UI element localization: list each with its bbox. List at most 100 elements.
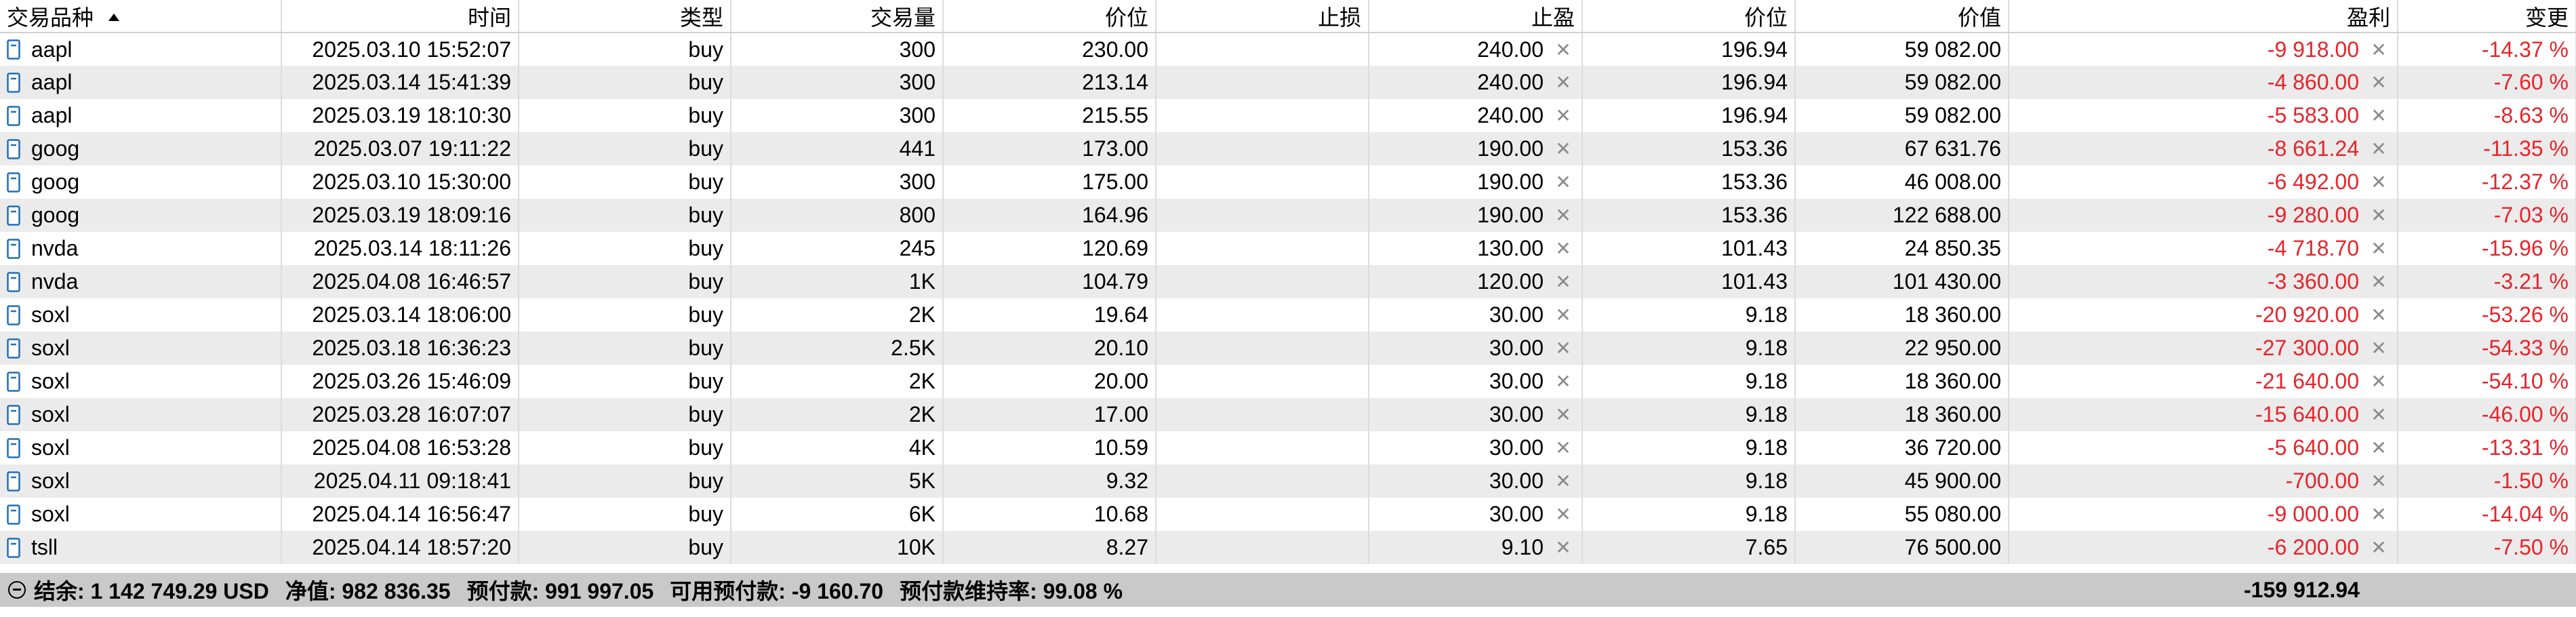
table-row[interactable]: aapl 2025.03.10 15:52:07 buy 300 230.00 240.0… bbox=[0, 33, 2576, 66]
close-icon[interactable]: ✕ bbox=[2371, 471, 2387, 492]
cell-stop-loss[interactable] bbox=[1156, 33, 1369, 66]
close-icon[interactable]: ✕ bbox=[1555, 72, 1571, 93]
table-row[interactable]: aapl 2025.03.19 18:10:30 buy 300 215.55 240.0… bbox=[0, 99, 2576, 132]
symbol-text: soxl bbox=[31, 469, 70, 493]
close-icon[interactable]: ✕ bbox=[1555, 504, 1571, 525]
close-icon[interactable]: ✕ bbox=[2371, 371, 2387, 392]
close-icon[interactable]: ✕ bbox=[2371, 39, 2387, 60]
cell-stop-loss[interactable] bbox=[1156, 66, 1369, 99]
cell-take-profit[interactable]: 120.00 ✕ bbox=[1369, 265, 1583, 298]
cell-take-profit[interactable]: 190.00 ✕ bbox=[1369, 199, 1583, 232]
cell-take-profit[interactable]: 30.00 ✕ bbox=[1369, 365, 1583, 398]
cell-take-profit[interactable]: 190.00 ✕ bbox=[1369, 132, 1583, 165]
cell-stop-loss[interactable] bbox=[1156, 232, 1369, 265]
cell-take-profit[interactable]: 130.00 ✕ bbox=[1369, 232, 1583, 265]
cell-stop-loss[interactable] bbox=[1156, 431, 1369, 464]
close-icon[interactable]: ✕ bbox=[2371, 271, 2387, 292]
collapse-circle-icon[interactable] bbox=[8, 581, 26, 599]
cell-value: 59 082.00 bbox=[1795, 66, 2009, 99]
close-icon[interactable]: ✕ bbox=[2371, 72, 2387, 93]
table-row[interactable]: goog 2025.03.19 18:09:16 buy 800 164.96 190.0… bbox=[0, 199, 2576, 232]
column-header-price[interactable]: 价位 bbox=[943, 0, 1156, 33]
close-icon[interactable]: ✕ bbox=[2371, 105, 2387, 126]
table-row[interactable]: nvda 2025.03.14 18:11:26 buy 245 120.69 130.0… bbox=[0, 232, 2576, 265]
cell-take-profit[interactable]: 30.00 ✕ bbox=[1369, 332, 1583, 365]
cell-take-profit[interactable]: 30.00 ✕ bbox=[1369, 498, 1583, 531]
cell-volume: 6K bbox=[731, 498, 944, 531]
table-row[interactable]: soxl 2025.04.11 09:18:41 buy 5K 9.32 30.00 ✕ 9.… bbox=[0, 464, 2576, 498]
cell-type: buy bbox=[519, 165, 731, 199]
column-header-type[interactable]: 类型 bbox=[519, 0, 731, 33]
close-icon[interactable]: ✕ bbox=[2371, 304, 2387, 325]
cell-stop-loss[interactable] bbox=[1156, 332, 1369, 365]
table-row[interactable]: goog 2025.03.10 15:30:00 buy 300 175.00 190.0… bbox=[0, 165, 2576, 199]
profit-value: -8 661.24 bbox=[2267, 136, 2359, 161]
cell-take-profit[interactable]: 240.00 ✕ bbox=[1369, 33, 1583, 66]
table-row[interactable]: soxl 2025.04.08 16:53:28 buy 4K 10.59 30.00 ✕ 9… bbox=[0, 431, 2576, 464]
column-header-time[interactable]: 时间 bbox=[281, 0, 519, 33]
cell-stop-loss[interactable] bbox=[1156, 365, 1369, 398]
column-header-current-price[interactable]: 价位 bbox=[1582, 0, 1796, 33]
close-icon[interactable]: ✕ bbox=[1555, 537, 1571, 558]
close-icon[interactable]: ✕ bbox=[1555, 238, 1571, 259]
cell-stop-loss[interactable] bbox=[1156, 464, 1369, 498]
close-icon[interactable]: ✕ bbox=[1555, 205, 1571, 226]
cell-volume: 441 bbox=[731, 132, 944, 165]
cell-stop-loss[interactable] bbox=[1156, 531, 1369, 564]
close-icon[interactable]: ✕ bbox=[1555, 105, 1571, 126]
close-icon[interactable]: ✕ bbox=[1555, 39, 1571, 60]
table-row[interactable]: nvda 2025.04.08 16:46:57 buy 1K 104.79 120.00… bbox=[0, 265, 2576, 298]
cell-take-profit[interactable]: 30.00 ✕ bbox=[1369, 398, 1583, 431]
cell-stop-loss[interactable] bbox=[1156, 165, 1369, 199]
close-icon[interactable]: ✕ bbox=[1555, 371, 1571, 392]
column-header-profit[interactable]: 盈利 bbox=[2009, 0, 2398, 33]
table-row[interactable]: goog 2025.03.07 19:11:22 buy 441 173.00 190.0… bbox=[0, 132, 2576, 165]
close-icon[interactable]: ✕ bbox=[1555, 404, 1571, 425]
take-profit-value: 30.00 bbox=[1489, 502, 1544, 526]
close-icon[interactable]: ✕ bbox=[2371, 172, 2387, 193]
cell-take-profit[interactable]: 30.00 ✕ bbox=[1369, 464, 1583, 498]
cell-stop-loss[interactable] bbox=[1156, 99, 1369, 132]
close-icon[interactable]: ✕ bbox=[1555, 304, 1571, 325]
cell-take-profit[interactable]: 9.10 ✕ bbox=[1369, 531, 1583, 564]
cell-stop-loss[interactable] bbox=[1156, 199, 1369, 232]
table-row[interactable]: tsll 2025.04.14 18:57:20 buy 10K 8.27 9.10 ✕ 7.… bbox=[0, 531, 2576, 564]
column-header-volume[interactable]: 交易量 bbox=[731, 0, 944, 33]
column-header-symbol[interactable]: 交易品种 bbox=[0, 0, 282, 33]
cell-take-profit[interactable]: 240.00 ✕ bbox=[1369, 66, 1583, 99]
cell-take-profit[interactable]: 30.00 ✕ bbox=[1369, 298, 1583, 332]
table-row[interactable]: soxl 2025.03.28 16:07:07 buy 2K 17.00 30.00 ✕ 9… bbox=[0, 398, 2576, 431]
column-header-change[interactable]: 变更 bbox=[2398, 0, 2576, 33]
column-header-value[interactable]: 价值 bbox=[1795, 0, 2009, 33]
cell-stop-loss[interactable] bbox=[1156, 265, 1369, 298]
close-icon[interactable]: ✕ bbox=[2371, 437, 2387, 458]
cell-stop-loss[interactable] bbox=[1156, 132, 1369, 165]
close-icon[interactable]: ✕ bbox=[2371, 338, 2387, 359]
close-icon[interactable]: ✕ bbox=[2371, 138, 2387, 159]
close-icon[interactable]: ✕ bbox=[1555, 172, 1571, 193]
close-icon[interactable]: ✕ bbox=[2371, 238, 2387, 259]
table-row[interactable]: aapl 2025.03.14 15:41:39 buy 300 213.14 240.0… bbox=[0, 66, 2576, 99]
close-icon[interactable]: ✕ bbox=[2371, 404, 2387, 425]
close-icon[interactable]: ✕ bbox=[1555, 437, 1571, 458]
cell-stop-loss[interactable] bbox=[1156, 498, 1369, 531]
close-icon[interactable]: ✕ bbox=[1555, 138, 1571, 159]
table-row[interactable]: soxl 2025.03.18 16:36:23 buy 2.5K 20.10 30.00… bbox=[0, 332, 2576, 365]
cell-take-profit[interactable]: 30.00 ✕ bbox=[1369, 431, 1583, 464]
column-header-take-profit[interactable]: 止盈 bbox=[1369, 0, 1583, 33]
cell-stop-loss[interactable] bbox=[1156, 398, 1369, 431]
close-icon[interactable]: ✕ bbox=[2371, 205, 2387, 226]
close-icon[interactable]: ✕ bbox=[2371, 537, 2387, 558]
table-row[interactable]: soxl 2025.03.14 18:06:00 buy 2K 19.64 30.00 ✕ 9… bbox=[0, 298, 2576, 332]
close-icon[interactable]: ✕ bbox=[2371, 504, 2387, 525]
cell-stop-loss[interactable] bbox=[1156, 298, 1369, 332]
close-icon[interactable]: ✕ bbox=[1555, 338, 1571, 359]
close-icon[interactable]: ✕ bbox=[1555, 471, 1571, 492]
table-row[interactable]: soxl 2025.04.14 16:56:47 buy 6K 10.68 30.00 ✕ 9… bbox=[0, 498, 2576, 531]
column-header-stop-loss[interactable]: 止损 bbox=[1156, 0, 1369, 33]
close-icon[interactable]: ✕ bbox=[1555, 271, 1571, 292]
cell-take-profit[interactable]: 240.00 ✕ bbox=[1369, 99, 1583, 132]
table-row[interactable]: soxl 2025.03.26 15:46:09 buy 2K 20.00 30.00 ✕ 9… bbox=[0, 365, 2576, 398]
cell-symbol: soxl bbox=[0, 464, 282, 498]
cell-take-profit[interactable]: 190.00 ✕ bbox=[1369, 165, 1583, 199]
